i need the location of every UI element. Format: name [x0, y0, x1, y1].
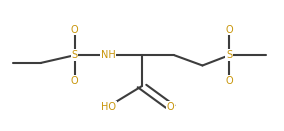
Text: O: O	[71, 25, 78, 35]
Text: HO: HO	[101, 102, 116, 111]
Text: NH: NH	[101, 50, 116, 60]
Text: O: O	[166, 102, 174, 111]
Text: O: O	[225, 25, 233, 35]
Text: O: O	[71, 76, 78, 86]
Text: S: S	[72, 50, 78, 60]
Text: S: S	[226, 50, 232, 60]
Text: O: O	[225, 76, 233, 86]
